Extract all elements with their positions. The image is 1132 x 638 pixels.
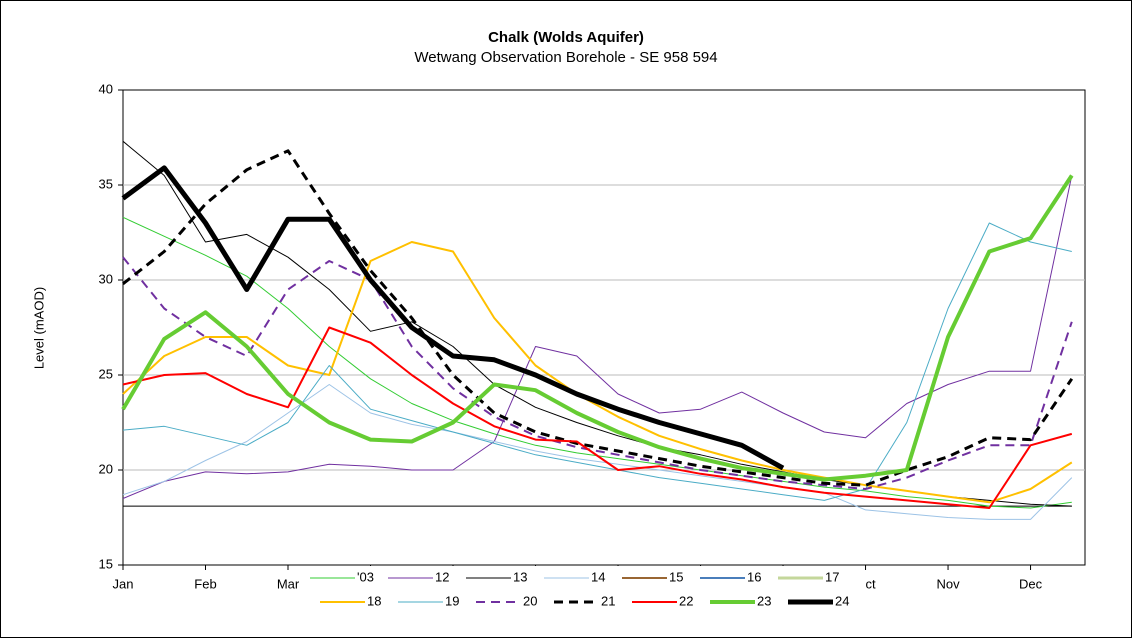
- series-line: [122, 222, 1072, 501]
- series-line: [121, 174, 1074, 482]
- legend-label: 12: [435, 569, 449, 584]
- legend-label: 20: [523, 593, 537, 608]
- series-line: [121, 165, 785, 471]
- legend-label: 21: [601, 593, 615, 608]
- legend-label: '03: [357, 569, 374, 584]
- y-tick-label: 35: [99, 176, 113, 191]
- x-tick-label: Feb: [194, 576, 216, 591]
- legend-label: 24: [835, 593, 849, 608]
- legend-label: 17: [825, 569, 839, 584]
- y-tick-label: 25: [99, 366, 113, 381]
- series-line: [122, 256, 1073, 490]
- series-line: [122, 149, 1074, 487]
- legend-label: 13: [513, 569, 527, 584]
- legend-label: 23: [757, 593, 771, 608]
- x-tick-label: Nov: [936, 576, 960, 591]
- series-line: [122, 241, 1073, 504]
- legend-label: 15: [669, 569, 683, 584]
- legend-label: 14: [591, 569, 605, 584]
- series-line: [122, 175, 1073, 499]
- y-tick-label: 30: [99, 271, 113, 286]
- legend-label: 16: [747, 569, 761, 584]
- chart-subtitle: Wetwang Observation Borehole - SE 958 59…: [414, 49, 717, 66]
- x-tick-label: Dec: [1019, 576, 1043, 591]
- series-line: [122, 326, 1073, 509]
- y-tick-label: 15: [99, 556, 113, 571]
- legend-label: 22: [679, 593, 693, 608]
- series-line: [122, 384, 1073, 520]
- x-tick-label: Mar: [277, 576, 300, 591]
- chart-title: Chalk (Wolds Aquifer): [488, 29, 644, 46]
- y-tick-label: 20: [99, 461, 113, 476]
- plot-area: [122, 89, 1086, 566]
- y-axis-label: Level (mAOD): [31, 287, 46, 369]
- legend-label: 19: [445, 593, 459, 608]
- legend: [300, 566, 865, 614]
- y-tick-label: 40: [99, 81, 113, 96]
- legend-label: 18: [367, 593, 381, 608]
- x-tick-label: Jan: [113, 576, 134, 591]
